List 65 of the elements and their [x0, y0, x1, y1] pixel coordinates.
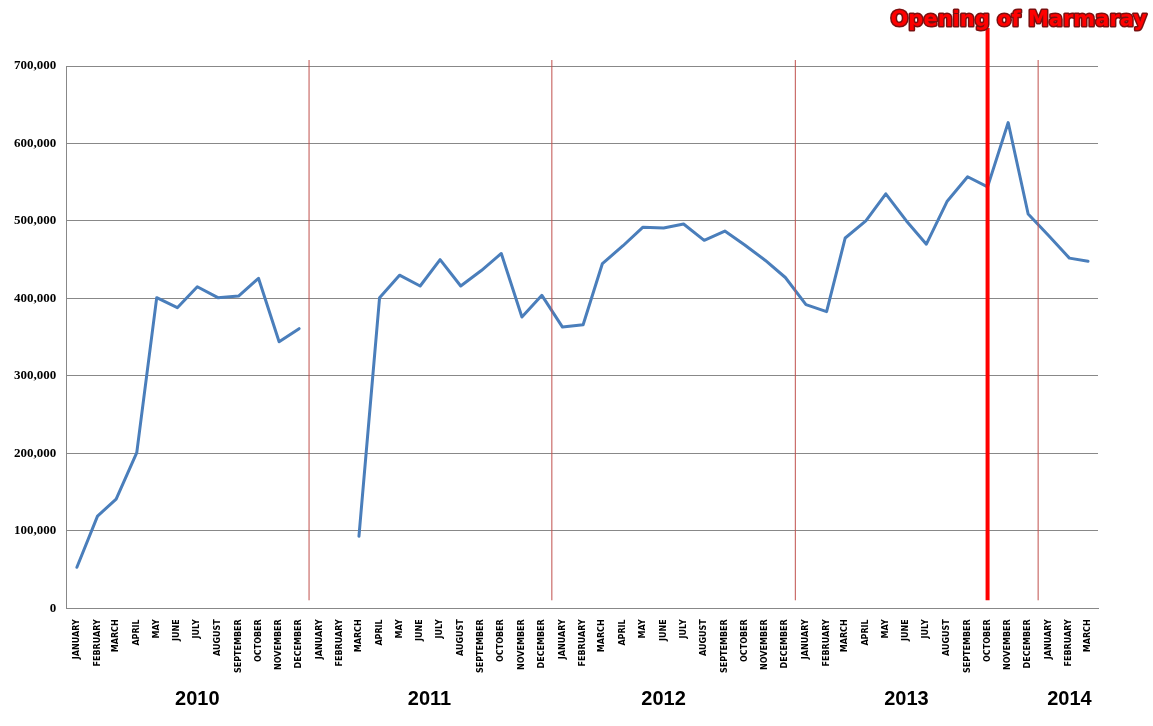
x-tick-label: DECEMBER — [1023, 619, 1033, 669]
x-tick-label: SEPTEMBER — [962, 619, 972, 674]
x-tick-label: JANUARY — [557, 619, 567, 661]
y-tick-label: 500,000 — [14, 212, 57, 228]
x-tick-label: FEBRUARY — [821, 619, 831, 667]
x-tick-label: MARCH — [1083, 619, 1093, 653]
x-tick-label: JUNE — [658, 619, 668, 642]
y-tick-label: 200,000 — [14, 444, 57, 460]
x-tick-label: APRIL — [374, 619, 384, 646]
y-tick-label: 100,000 — [14, 522, 57, 538]
x-tick-label: MAY — [151, 619, 161, 639]
x-tick-label: MARCH — [597, 619, 607, 653]
x2-tick-label: 2013 — [884, 686, 929, 709]
x-tick-label: MARCH — [354, 619, 364, 653]
x-tick-label: NOVEMBER — [517, 619, 526, 670]
x-tick-label: SEPTEMBER — [233, 619, 243, 674]
x-tick-label: AUGUST — [213, 618, 222, 657]
x-tick-label: DECEMBER — [536, 619, 546, 669]
x2-tick-label: 2011 — [407, 686, 452, 709]
x-tick-label: AUGUST — [455, 618, 465, 657]
x-tick-label: MARCH — [840, 619, 850, 653]
x2-tick-label: 2010 — [175, 686, 220, 709]
x-tick-label: JULY — [435, 619, 445, 640]
x-tick-label: OCTOBER — [496, 619, 506, 662]
x-tick-label: OCTOBER — [739, 619, 749, 662]
x-tick-label: APRIL — [618, 619, 628, 646]
x-tick-label: FEBRUARY — [578, 619, 588, 667]
x-tick-label: NOVEMBER — [760, 619, 770, 670]
x2-tick-label: 2012 — [641, 686, 686, 709]
x-tick-label: SEPTEMBER — [476, 619, 486, 674]
x-tick-label: JUNE — [901, 619, 911, 642]
x-tick-label: OCTOBER — [253, 619, 263, 662]
x-tick-label: JANUARY — [314, 619, 324, 661]
x-tick-label: MARCH — [111, 619, 121, 653]
x-tick-label: AUGUST — [942, 618, 952, 657]
x-tick-label: JANUARY — [801, 619, 811, 661]
x-tick-label: AUGUST — [699, 618, 709, 657]
x-tick-label: FEBRUARY — [1064, 619, 1074, 667]
x-tick-label: APRIL — [131, 619, 141, 646]
x-tick-label: MAY — [880, 619, 890, 639]
x-tick-label: JULY — [678, 619, 688, 640]
x-tick-label: DECEMBER — [294, 619, 304, 669]
x2-tick-label: 2014 — [1047, 686, 1093, 709]
x-tick-label: NOVEMBER — [274, 619, 284, 670]
y-tick-label: 400,000 — [14, 289, 57, 305]
x-tick-label: NOVEMBER — [1003, 619, 1013, 670]
x-tick-label: JUNE — [415, 619, 425, 642]
x-tick-label: MAY — [638, 619, 648, 639]
x-tick-label: DECEMBER — [780, 619, 790, 669]
x-tick-label: JANUARY — [1043, 619, 1053, 661]
ref-line-label: Opening of Marmaray — [890, 7, 1148, 31]
y-tick-label: 700,000 — [14, 57, 57, 73]
x-tick-label: JULY — [921, 619, 931, 640]
x-tick-label: SEPTEMBER — [719, 619, 729, 674]
x-tick-label: FEBRUARY — [335, 619, 345, 667]
x-tick-label: MAY — [394, 619, 404, 639]
y-tick-label: 300,000 — [14, 367, 57, 383]
x-tick-label: FEBRUARY — [92, 619, 102, 667]
x-tick-label: OCTOBER — [982, 619, 992, 662]
x-tick-label: APRIL — [860, 619, 870, 646]
x-tick-label: JULY — [192, 619, 202, 640]
x-tick-label: JUNE — [172, 619, 182, 642]
y-tick-label: 600,000 — [14, 134, 57, 150]
x-tick-label: JANUARY — [71, 619, 81, 661]
y-tick-label: 0 — [49, 599, 57, 615]
